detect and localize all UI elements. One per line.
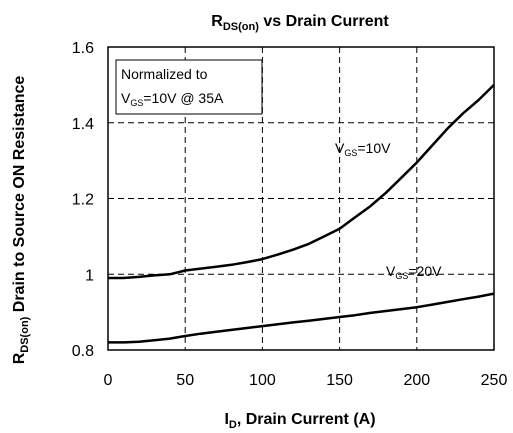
y-tick-label: 1 [85,267,94,284]
series-label-vgs-20v: VGS=20V [386,263,442,281]
chart-title: RDS(on) vs Drain Current [211,13,389,33]
series-group [108,84,495,344]
x-tick-label: 200 [403,372,430,389]
series-label-vgs-10v: VGS=10V [335,140,391,158]
series-line-1 [108,292,495,344]
x-tick-label: 250 [481,372,508,389]
plot-border [107,46,495,351]
x-tick-label: 100 [249,372,276,389]
y-tick-label: 1.4 [72,116,94,133]
annotation-line1: Normalized to [121,66,208,82]
annotation-line2: VGS=10V @ 35A [121,90,224,108]
y-tick-label: 1.2 [72,192,94,209]
annotation-border [115,59,263,115]
annotation-box: Normalized to VGS=10V @ 35A [115,59,263,115]
x-axis-label: ID, Drain Current (A) [224,411,375,431]
series-line-0 [108,84,495,280]
tick-labels: 0 50 100 150 200 250 0.8 1 1.2 1.4 1.6 [72,40,508,389]
y-axis-label: RDS(on) Drain to Source ON Resistance [11,76,31,365]
x-tick-label: 50 [176,372,194,389]
x-tick-label: 0 [104,372,113,389]
x-tick-label: 150 [326,372,353,389]
y-tick-label: 0.8 [72,343,94,360]
y-tick-label: 1.6 [72,40,94,57]
